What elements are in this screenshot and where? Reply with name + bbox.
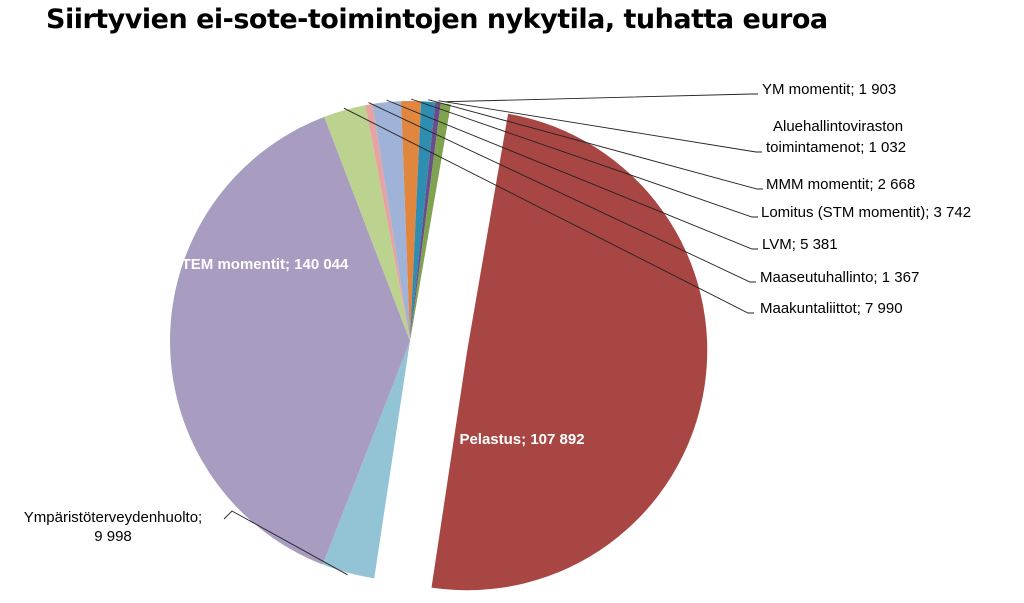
- pie-slice-ym-momentit: [410, 102, 451, 342]
- leader-line-maakuntaliittot: [343, 107, 754, 314]
- pie-slice-tem-momentit: [431, 113, 708, 591]
- slice-label-pelastus: Pelastus; 107 892: [459, 431, 584, 448]
- pie-slice-ymparistoterveydenhuolto: [322, 341, 410, 579]
- slice-label-maakuntaliittot: Maakuntaliittot; 7 990: [760, 300, 903, 317]
- leader-line-ymparistoterveydenhuolto: [223, 510, 348, 576]
- leader-line-ym-momentit: [446, 93, 758, 103]
- pie-slice-maaseutuhallinto: [365, 103, 410, 342]
- slice-label-lvm: LVM; 5 381: [762, 236, 838, 253]
- slice-label-lomitus-stm-momentit: Lomitus (STM momentit); 3 742: [761, 204, 971, 221]
- pie-slice-pelastus: [170, 116, 410, 565]
- pie-slice-aluehallintoviraston-toimintamenot: [410, 102, 441, 342]
- slice-label-tem-momentit: TEM momentit; 140 044: [182, 256, 349, 273]
- slice-label-mmm-momentit: MMM momentit; 2 668: [766, 176, 915, 193]
- leader-line-mmm-momentit: [428, 99, 763, 190]
- leader-line-maaseutuhallinto: [368, 102, 756, 283]
- pie-slice-maakuntaliittot: [324, 105, 410, 341]
- slice-label-ymparistoterveydenhuolto: Ympäristöterveydenhuolto; 9 998: [24, 509, 202, 545]
- pie-slice-lomitus-stm-momentit: [401, 101, 422, 342]
- pie-slice-lvm: [372, 101, 410, 341]
- chart-title: Siirtyvien ei-sote-toimintojen nykytila,…: [46, 4, 828, 35]
- leader-line-lvm: [386, 99, 758, 250]
- pie-slice-mmm-momentit: [410, 101, 436, 342]
- slice-label-ym-momentit: YM momentit; 1 903: [762, 81, 896, 98]
- slice-label-maaseutuhallinto: Maaseutuhallinto; 1 367: [760, 269, 919, 286]
- leader-line-lomitus-stm-momentit: [410, 98, 758, 218]
- slice-label-aluehallintoviraston-toimintamenot: Aluehallintoviraston toimintamenot; 1 032: [766, 118, 906, 156]
- leader-line-aluehallintoviraston-toimintamenot: [438, 100, 762, 153]
